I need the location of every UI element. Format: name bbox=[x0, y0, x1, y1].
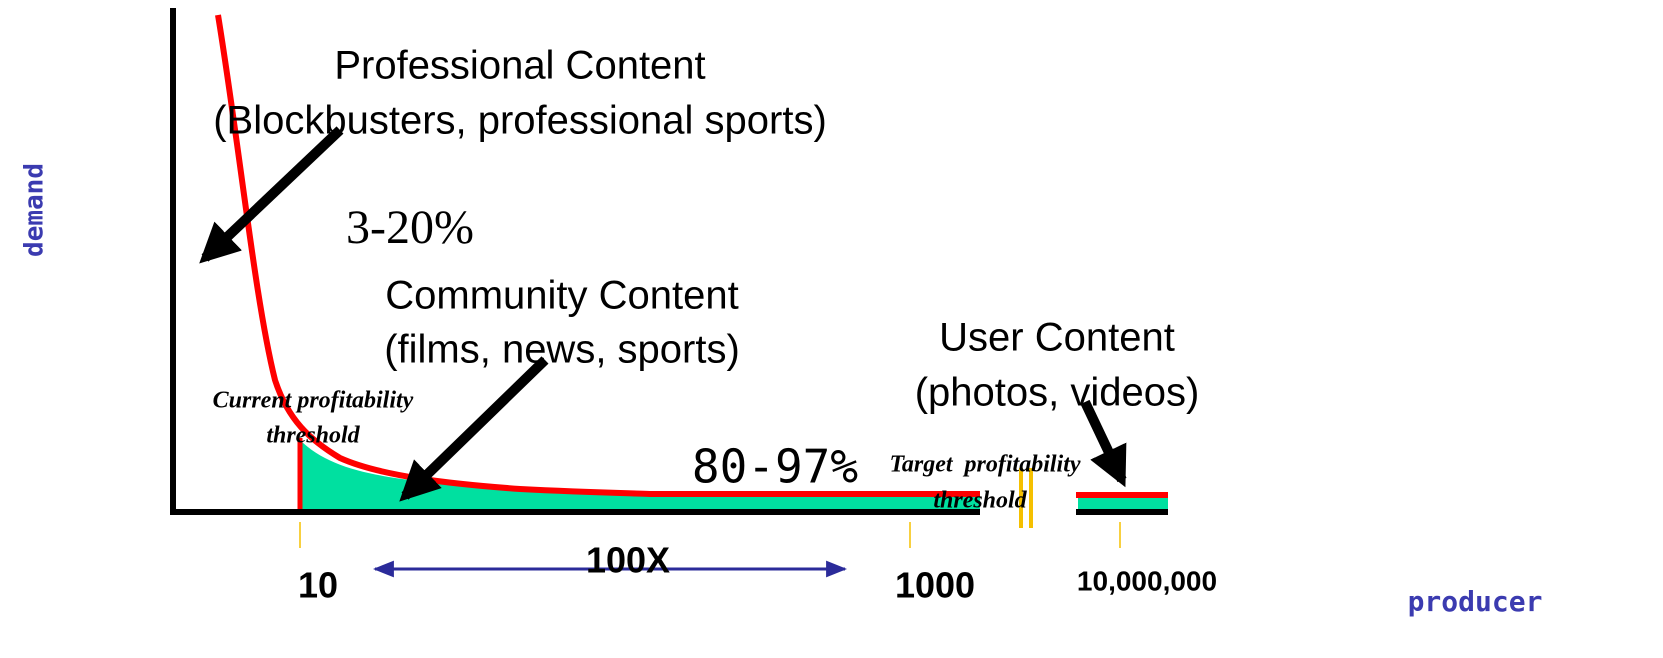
pointer-arrow bbox=[1080, 399, 1127, 488]
group-title: User Content bbox=[939, 316, 1175, 360]
group-detail: (Blockbusters, professional sports) bbox=[213, 99, 827, 143]
tail-area bbox=[1078, 497, 1168, 510]
threshold-label: threshold bbox=[933, 488, 1027, 514]
group-title: Community Content bbox=[385, 274, 738, 318]
threshold-label: Current profitability bbox=[213, 388, 414, 414]
x-label: 10,000,000 bbox=[1077, 565, 1217, 596]
x-label: 10 bbox=[298, 565, 338, 606]
x-label: 1000 bbox=[895, 565, 975, 606]
share-label: 80-97% bbox=[692, 440, 858, 494]
group-detail: (photos, videos) bbox=[915, 371, 1200, 415]
pointer-arrow bbox=[199, 126, 344, 264]
y-axis-label: demand bbox=[20, 163, 50, 257]
share-label: 3-20% bbox=[346, 201, 474, 254]
threshold-label: threshold bbox=[266, 423, 360, 449]
group-title: Professional Content bbox=[334, 44, 705, 88]
x-axis-label: producer bbox=[1408, 585, 1543, 618]
pointer-arrow bbox=[399, 356, 549, 502]
group-detail: (films, news, sports) bbox=[384, 328, 740, 372]
span-label: 100X bbox=[586, 540, 670, 581]
threshold-label: Target profitability bbox=[889, 452, 1080, 478]
